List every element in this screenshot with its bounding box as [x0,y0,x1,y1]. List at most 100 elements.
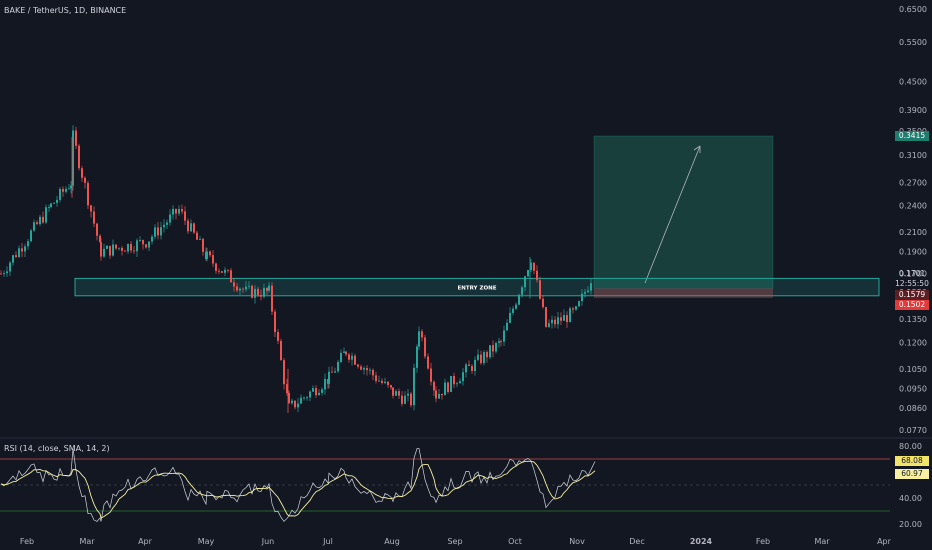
candle-body [163,224,165,228]
candle-body [369,369,371,371]
candle-body [533,262,535,271]
price-axis-tick: 0.5500 [899,38,927,47]
candle-body [465,364,467,373]
candle-body [99,235,101,243]
candle-body [72,130,74,186]
countdown-tag: 12:55:50 [895,279,929,288]
time-axis-tick: Jun [261,537,275,546]
candle-body [566,315,568,323]
candle-body [6,271,8,274]
candle-body [360,366,362,370]
candle-body [328,371,330,384]
price-axis-tick: 0.1700 [899,270,927,279]
candle-body [136,240,138,252]
candle-body [236,286,238,291]
time-axis-tick: 2024 [690,537,713,546]
candle-body [545,307,547,327]
candle-body [24,246,26,252]
entry-zone [74,277,880,297]
entry-price-tag: 0.1579 [895,290,929,300]
candle-body [474,359,476,372]
candle-body [103,248,105,257]
candle-body [166,222,168,225]
candle-body [172,208,174,215]
candle-body [169,214,171,223]
candle-body [363,368,365,370]
candle-body [345,351,347,355]
time-axis-tick: Aug [384,537,400,546]
target-price-tag: 0.3415 [895,131,929,141]
candle-body [56,199,58,203]
candle-body [248,285,250,287]
candle-body [539,280,541,299]
candle-body [48,206,50,208]
candle-body [178,209,180,214]
candle-body [354,355,356,365]
candle-body [45,207,47,223]
candle-body [50,203,52,207]
candle-body [486,352,488,358]
price-axis-tick: 0.1350 [899,315,927,324]
candle-body [433,381,435,391]
candle-body [551,319,553,324]
candle-body [303,397,305,399]
candle-body [109,245,111,256]
candle-body [30,230,32,242]
rsi-indicator-label: RSI (14, close, SMA, 14, 2) [4,444,110,453]
candle-body [286,384,288,394]
candle-body [366,368,368,371]
rsi-axis-tick: 40.00 [899,494,922,503]
candle-body [175,208,177,214]
candle-body [536,270,538,281]
candle-body [381,380,383,383]
candle-body [196,232,198,240]
candle-body [106,245,108,249]
candle-body [331,371,333,373]
rsi-value-tag: 68.08 [895,456,929,466]
candle-body [148,241,150,248]
price-axis-tick: 0.0770 [899,426,927,435]
candle-body [9,262,11,272]
candle-body [315,388,317,396]
candle-body [542,298,544,308]
candle-body [130,243,132,251]
candle-body [297,403,299,408]
time-axis-tick: Feb [20,537,34,546]
candle-body [441,393,443,396]
candle-body [277,332,279,341]
candle-body [515,304,517,309]
candle-body [65,188,67,192]
candle-body [584,292,586,294]
candle-body [206,251,208,260]
price-axis-tick: 0.4500 [899,78,927,87]
candle-body [563,315,565,321]
candle-body [462,372,464,382]
candle-body [378,380,380,382]
price-axis-tick: 0.1200 [899,338,927,347]
candle-body [318,392,320,396]
candle-body [489,345,491,358]
candle-body [288,393,290,404]
candle-body [239,288,241,291]
candle-body [444,382,446,396]
candle-body [209,251,211,256]
time-axis-tick: May [198,537,215,546]
candle-body [450,376,452,392]
candle-body [215,263,217,271]
candle-body [480,354,482,364]
candle-body [21,248,23,252]
stop-zone [594,288,773,299]
candle-body [280,340,282,361]
candle-body [387,381,389,386]
entry-zone-label: ENTRY ZONE [458,286,497,292]
candle-body [521,287,523,295]
price-axis-tick: 0.0950 [899,385,927,394]
price-axis-tick: 0.2100 [899,228,927,237]
candle-body [410,393,412,406]
candle-body [291,400,293,404]
candle-body [266,287,268,291]
candle-body [581,293,583,302]
candle-body [75,130,77,146]
candle-body [590,283,592,291]
